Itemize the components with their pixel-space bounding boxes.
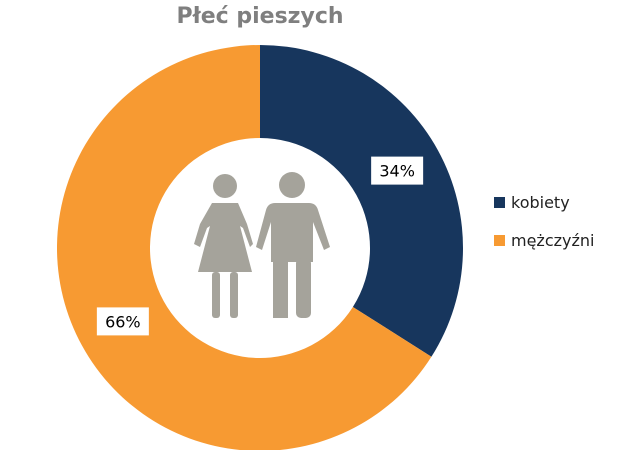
- data-label-kobiety: 34%: [371, 156, 424, 185]
- donut-slices: [57, 45, 463, 450]
- data-label-text-kobiety: 34%: [379, 162, 415, 181]
- legend-swatch-mezczyzni: [494, 234, 505, 246]
- legend-label-kobiety: kobiety: [511, 192, 570, 212]
- man-icon: [256, 172, 330, 318]
- data-labels: 34% 66%: [96, 156, 424, 336]
- data-label-mężczyźni: 66%: [96, 307, 149, 336]
- couple-icon: [194, 172, 330, 318]
- chart-title: Płeć pieszych: [176, 4, 344, 29]
- chart-legend: kobiety mężczyźni: [494, 192, 594, 268]
- legend-item-mezczyzni: mężczyźni: [494, 230, 594, 250]
- slice-kobiety: [260, 45, 463, 357]
- legend-item-kobiety: kobiety: [494, 192, 594, 212]
- legend-swatch-kobiety: [494, 196, 505, 208]
- legend-label-mezczyzni: mężczyźni: [511, 230, 595, 250]
- woman-icon: [194, 174, 253, 318]
- data-label-text-mężczyźni: 66%: [105, 312, 141, 331]
- slice-mężczyźni: [57, 45, 432, 450]
